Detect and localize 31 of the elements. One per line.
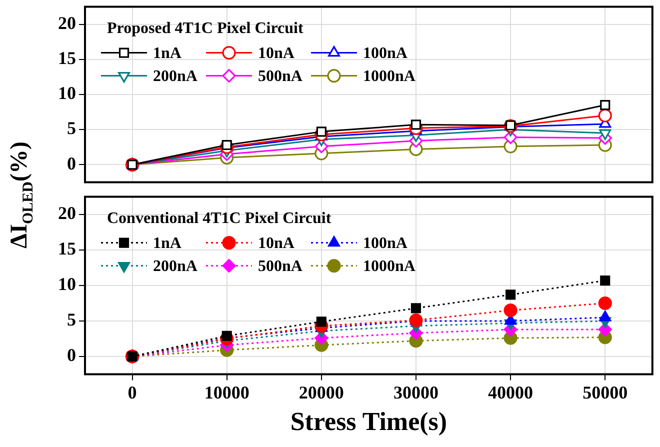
y-tick-label: 10: [58, 274, 76, 294]
x-tick-label: 50000: [582, 382, 628, 403]
legend-label: 500nA: [258, 68, 303, 85]
y-tick-label: 10: [58, 83, 76, 104]
x-tick-label: 20000: [298, 382, 344, 403]
legend-label: 10nA: [258, 44, 295, 62]
y-tick-label: 0: [67, 153, 76, 174]
legend-label: 200nA: [153, 258, 198, 275]
y-tick-label: 15: [58, 238, 76, 259]
x-tick-label: 40000: [488, 382, 534, 403]
legend-label: 1nA: [153, 234, 182, 252]
x-tick-label: 30000: [393, 382, 438, 403]
y-tick-label: 20: [58, 12, 76, 33]
legend-label: 100nA: [363, 44, 408, 62]
legend-label: 500nA: [258, 258, 303, 275]
y-tick-label: 20: [58, 203, 76, 224]
y-tick-label: 15: [58, 48, 76, 68]
x-axis-title: Stress Time(s): [290, 407, 448, 436]
x-tick-label: 0: [128, 382, 137, 403]
legend-title: Proposed 4T1C Pixel Circuit: [107, 20, 304, 37]
legend-label: 100nA: [363, 234, 408, 252]
legend-label: 10nA: [258, 234, 295, 252]
y-tick-label: 5: [67, 118, 76, 138]
legend-label: 1000nA: [363, 258, 416, 275]
y-tick-label: 0: [67, 345, 76, 366]
legend-title: Conventional 4T1C Pixel Circuit: [107, 210, 332, 227]
y-tick-label: 5: [67, 310, 76, 330]
x-tick-label: 10000: [204, 382, 250, 403]
legend-label: 200nA: [153, 68, 198, 85]
legend-label: 1000nA: [363, 68, 416, 85]
legend-label: 1nA: [153, 44, 182, 62]
